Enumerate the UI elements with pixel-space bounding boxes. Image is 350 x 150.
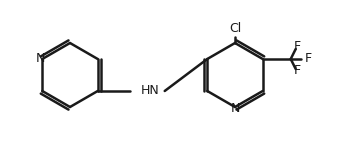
Text: F: F — [294, 40, 301, 54]
Text: Cl: Cl — [229, 22, 241, 35]
Text: N: N — [36, 52, 45, 66]
Text: HN: HN — [140, 84, 159, 98]
Text: F: F — [305, 52, 312, 66]
Text: N: N — [230, 102, 240, 114]
Text: F: F — [294, 64, 301, 78]
